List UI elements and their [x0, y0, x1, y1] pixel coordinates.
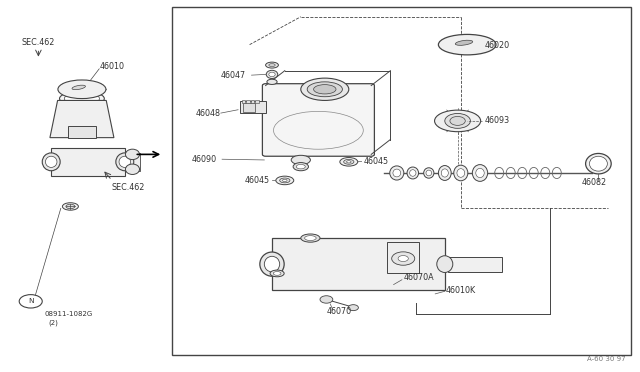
Ellipse shape	[42, 153, 60, 171]
Circle shape	[450, 116, 465, 125]
Ellipse shape	[410, 170, 416, 176]
Ellipse shape	[64, 93, 100, 104]
Ellipse shape	[63, 203, 79, 210]
Ellipse shape	[435, 110, 481, 132]
Polygon shape	[50, 100, 114, 138]
Ellipse shape	[125, 149, 140, 160]
Circle shape	[398, 256, 408, 262]
Ellipse shape	[269, 72, 275, 77]
Ellipse shape	[476, 169, 484, 177]
Ellipse shape	[283, 179, 287, 182]
Bar	[240, 101, 266, 113]
Ellipse shape	[586, 153, 611, 174]
Ellipse shape	[457, 169, 465, 177]
Ellipse shape	[426, 170, 431, 176]
Text: 46047: 46047	[221, 71, 246, 80]
Text: 46010K: 46010K	[446, 286, 476, 295]
Circle shape	[392, 252, 415, 265]
Circle shape	[348, 305, 358, 311]
Text: SEC.462: SEC.462	[112, 183, 145, 192]
Ellipse shape	[125, 164, 140, 174]
Text: SEC.462: SEC.462	[21, 38, 54, 47]
Ellipse shape	[291, 155, 310, 165]
Ellipse shape	[119, 156, 131, 167]
Circle shape	[320, 296, 333, 303]
Ellipse shape	[276, 176, 294, 185]
Ellipse shape	[60, 91, 104, 106]
Text: 46070A: 46070A	[403, 273, 434, 282]
Text: N: N	[28, 298, 33, 304]
Ellipse shape	[293, 163, 308, 171]
Circle shape	[445, 113, 470, 128]
Ellipse shape	[307, 82, 342, 97]
Ellipse shape	[390, 166, 404, 180]
Bar	[68, 126, 96, 138]
Ellipse shape	[589, 156, 607, 171]
FancyBboxPatch shape	[262, 84, 374, 156]
Ellipse shape	[314, 85, 336, 94]
Text: 46045: 46045	[244, 176, 269, 185]
Bar	[242, 100, 245, 103]
Ellipse shape	[393, 169, 401, 177]
Ellipse shape	[454, 165, 468, 181]
Ellipse shape	[437, 256, 453, 272]
Bar	[272, 238, 445, 290]
Text: 08911-1082G: 08911-1082G	[45, 311, 93, 317]
Ellipse shape	[266, 70, 278, 78]
Ellipse shape	[340, 158, 358, 166]
Ellipse shape	[305, 236, 316, 241]
Text: 46045: 46045	[364, 157, 388, 166]
Ellipse shape	[264, 256, 280, 272]
Bar	[51, 148, 125, 176]
Bar	[246, 100, 250, 103]
Ellipse shape	[273, 272, 281, 275]
Ellipse shape	[438, 166, 451, 180]
Text: 46020: 46020	[484, 41, 509, 50]
Ellipse shape	[344, 160, 354, 164]
Bar	[448, 257, 502, 272]
Ellipse shape	[269, 64, 275, 67]
Bar	[172, 7, 631, 355]
Ellipse shape	[347, 161, 351, 163]
Ellipse shape	[116, 153, 134, 171]
Ellipse shape	[472, 164, 488, 182]
Ellipse shape	[66, 204, 75, 209]
Ellipse shape	[407, 167, 419, 179]
Text: (2): (2)	[49, 320, 58, 326]
Ellipse shape	[267, 79, 277, 84]
Bar	[387, 242, 419, 273]
Ellipse shape	[424, 168, 434, 178]
Ellipse shape	[58, 80, 106, 99]
Text: 46082: 46082	[581, 178, 607, 187]
Ellipse shape	[438, 35, 496, 55]
Ellipse shape	[442, 169, 448, 177]
Text: 46070: 46070	[326, 307, 351, 316]
Text: A-60 30 97: A-60 30 97	[588, 356, 626, 362]
Ellipse shape	[270, 270, 284, 277]
Bar	[126, 153, 140, 171]
Text: 46048: 46048	[195, 109, 220, 118]
Ellipse shape	[301, 78, 349, 100]
Ellipse shape	[296, 164, 305, 169]
Ellipse shape	[301, 234, 320, 242]
Ellipse shape	[280, 178, 290, 183]
Ellipse shape	[260, 252, 284, 276]
Text: 46010: 46010	[99, 62, 124, 71]
Ellipse shape	[455, 40, 473, 45]
Circle shape	[19, 295, 42, 308]
Bar	[255, 100, 259, 103]
Bar	[251, 100, 254, 103]
Text: 46093: 46093	[484, 116, 509, 125]
Ellipse shape	[266, 62, 278, 68]
Bar	[243, 103, 255, 112]
Text: 46090: 46090	[192, 155, 217, 164]
Ellipse shape	[72, 85, 85, 90]
Ellipse shape	[45, 156, 57, 167]
